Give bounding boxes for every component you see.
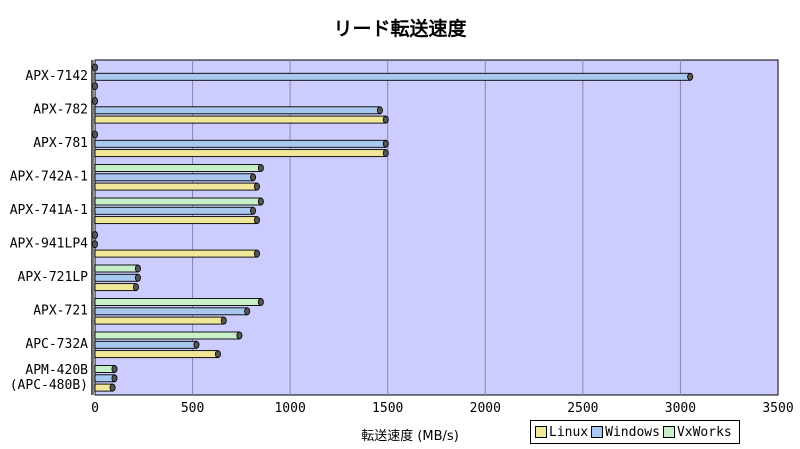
bar-cap bbox=[253, 216, 260, 225]
legend: Linux Windows VxWorks bbox=[530, 420, 740, 444]
legend-swatch bbox=[662, 426, 675, 438]
category-label: APX-721 bbox=[33, 303, 88, 318]
category-label: APX-721LP bbox=[18, 270, 89, 285]
bar-cap bbox=[92, 63, 99, 72]
bar-cap bbox=[376, 106, 383, 115]
bar-cap bbox=[111, 365, 118, 373]
category-label: APX-741A-1 bbox=[10, 203, 88, 218]
x-tick-label: 3000 bbox=[665, 401, 696, 416]
bar bbox=[94, 264, 139, 273]
bar bbox=[94, 283, 137, 292]
bar bbox=[94, 182, 258, 191]
x-axis-ticks: 0 500 1000 1500 2000 2500 3000 3500 bbox=[91, 401, 794, 416]
bar-cap bbox=[92, 82, 99, 90]
category-label: APM-420B (APC-480B) bbox=[10, 363, 88, 393]
bar bbox=[94, 206, 254, 215]
bar-cap bbox=[253, 249, 260, 258]
bar bbox=[94, 139, 387, 148]
category-label: APX-782 bbox=[33, 102, 88, 117]
bar-cap bbox=[687, 72, 694, 81]
bar-cap bbox=[250, 206, 257, 215]
y-axis-categories: APX-7142 APX-782 APX-781 APX-742A-1 APX-741A… bbox=[10, 69, 88, 393]
legend-item: Windows bbox=[591, 425, 660, 440]
bar-cap bbox=[92, 231, 99, 239]
bar-cap bbox=[244, 307, 251, 316]
bars bbox=[92, 63, 694, 392]
plot-left-wall bbox=[91, 60, 95, 395]
x-tick-label: 0 bbox=[91, 401, 99, 416]
bar-cap bbox=[92, 240, 99, 249]
bar-cap bbox=[109, 383, 116, 392]
bar-cap bbox=[92, 97, 99, 105]
bar-cap bbox=[236, 331, 243, 340]
bar bbox=[94, 273, 139, 282]
bar bbox=[94, 216, 258, 225]
category-label: APX-781 bbox=[33, 136, 88, 151]
bar-cap bbox=[132, 283, 139, 292]
bar-cap bbox=[220, 316, 227, 325]
bar-cap bbox=[257, 298, 264, 306]
x-tick-label: 1000 bbox=[274, 401, 305, 416]
bar-cap bbox=[214, 350, 221, 359]
legend-label: VxWorks bbox=[676, 424, 732, 440]
bar bbox=[94, 331, 240, 340]
x-axis-title: 転送速度 (MB/s) bbox=[361, 428, 459, 444]
bar-cap bbox=[134, 264, 141, 273]
bar bbox=[94, 106, 381, 115]
bar bbox=[94, 350, 219, 359]
x-tick-label: 500 bbox=[181, 401, 204, 416]
bar bbox=[94, 340, 197, 349]
legend-label: Windows bbox=[605, 424, 660, 440]
x-tick-label: 3500 bbox=[762, 401, 793, 416]
bar-cap bbox=[257, 164, 264, 172]
bar bbox=[94, 72, 691, 81]
legend-item: VxWorks bbox=[662, 424, 732, 440]
legend-item: Linux bbox=[535, 425, 588, 440]
x-tick-label: 2000 bbox=[470, 401, 501, 416]
legend-swatch bbox=[591, 426, 604, 438]
category-label: APC-732A bbox=[25, 337, 88, 352]
bar-cap bbox=[134, 273, 141, 282]
x-tick-label: 2500 bbox=[567, 401, 598, 416]
bar bbox=[94, 115, 387, 124]
bar bbox=[94, 249, 258, 258]
legend-label: Linux bbox=[549, 424, 589, 440]
category-label: APX-7142 bbox=[25, 69, 88, 84]
bar-cap bbox=[92, 130, 99, 139]
chart-title: リード転送速度 bbox=[333, 18, 467, 40]
bar bbox=[94, 164, 262, 172]
bar bbox=[94, 173, 254, 182]
bar-cap bbox=[382, 149, 389, 158]
x-tick-label: 1500 bbox=[372, 401, 403, 416]
category-label: APX-742A-1 bbox=[10, 169, 88, 184]
bar-cap bbox=[253, 182, 260, 191]
bar bbox=[94, 316, 225, 325]
bar bbox=[94, 197, 262, 206]
bar-cap bbox=[257, 197, 264, 206]
bar bbox=[94, 307, 248, 316]
bar bbox=[94, 298, 262, 306]
bar-cap bbox=[193, 340, 200, 349]
bar-cap bbox=[382, 139, 389, 148]
category-label: APX-941LP4 bbox=[10, 236, 88, 251]
bar-cap bbox=[382, 115, 389, 124]
bar-cap bbox=[250, 173, 257, 182]
bar-cap bbox=[111, 374, 118, 383]
legend-swatch bbox=[535, 426, 547, 438]
bar bbox=[94, 149, 387, 158]
